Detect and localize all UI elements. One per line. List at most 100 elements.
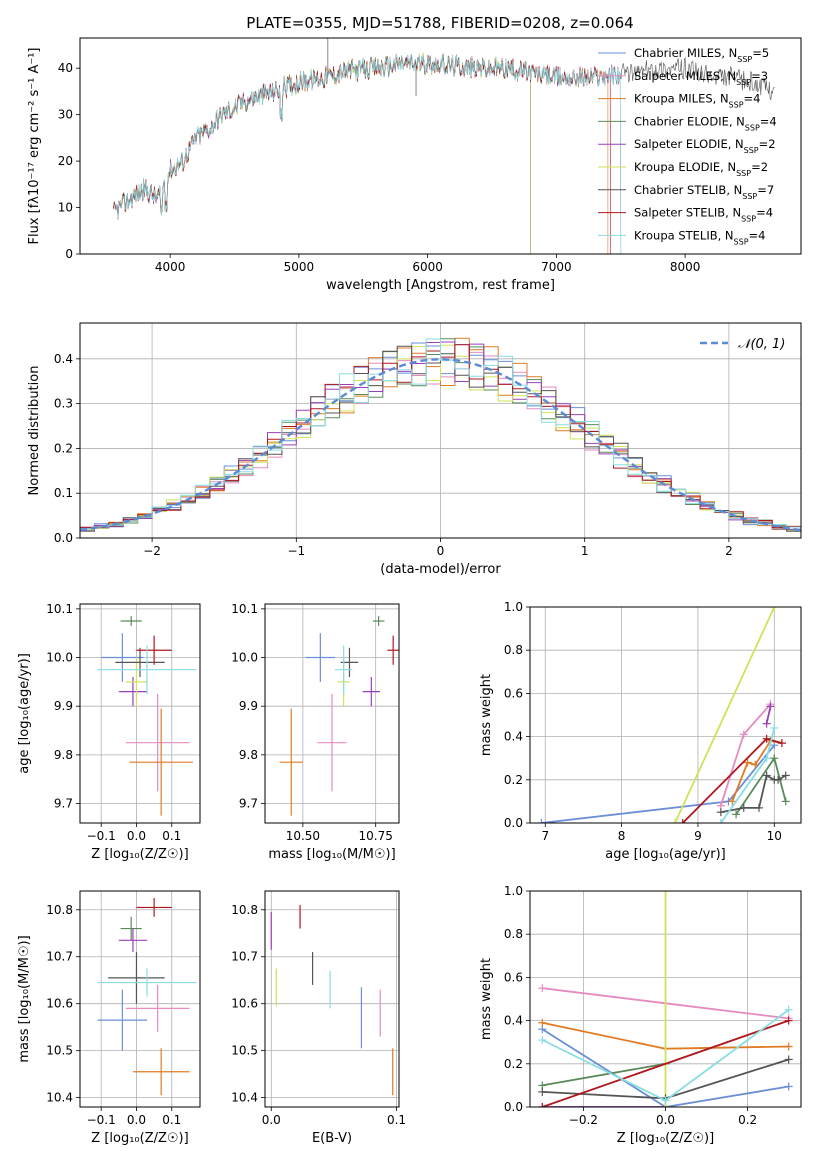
weight-vs-Z-xtick-label: 0.2 xyxy=(738,1113,757,1127)
spectrum-legend-label: Chabrier STELIB, NSSP=7 xyxy=(634,183,774,201)
mass-vs-ebv-ytick-label: 10.5 xyxy=(231,1044,258,1058)
spectrum-ytick-label: 0 xyxy=(65,247,73,261)
spectrum-ytick-label: 40 xyxy=(58,61,73,75)
age-vs-Z-ytick-label: 9.7 xyxy=(54,797,73,811)
legend-subscript: SSP xyxy=(736,77,751,86)
spectrum-series-kroupa-miles xyxy=(113,54,609,254)
spectrum-legend-label: Salpeter STELIB, NSSP=4 xyxy=(634,206,773,224)
age-vs-mass-point xyxy=(279,708,303,816)
weight-vs-age-frame xyxy=(529,606,802,824)
legend-nssp: =4 xyxy=(760,114,777,128)
age-vs-Z-panel: −0.1 0.0 0.1 9.7 9.8 9.9 10.0 10.1 Z [log₁₀(Z/Z☉… xyxy=(17,602,201,862)
weight-vs-age-xtick-label: 9 xyxy=(694,829,702,843)
age-vs-Z-xlabel: Z [log₁₀(Z/Z☉)] xyxy=(91,847,188,862)
mass-vs-Z-xtick-label: 0.1 xyxy=(162,1113,181,1127)
legend-subscript: SSP xyxy=(744,146,759,155)
age-vs-Z-frame xyxy=(79,603,201,824)
weight-vs-Z-frame xyxy=(529,890,802,1108)
mass-vs-Z-xlabel: Z [log₁₀(Z/Z☉)] xyxy=(91,1131,188,1146)
weight-vs-age-xlabel: age [log₁₀(age/yr)] xyxy=(605,847,726,862)
legend-nssp: =7 xyxy=(757,183,774,197)
spectrum-xtick-label: 5000 xyxy=(284,260,315,274)
spectrum-series-kroupa-elodie xyxy=(113,52,531,254)
histogram-kroupa-stelib xyxy=(80,338,801,530)
legend-subscript: SSP xyxy=(734,237,749,246)
age-vs-mass-point xyxy=(317,694,347,792)
age-vs-Z-xtick-label: 0.0 xyxy=(127,829,146,843)
residuals-xtick-label: −2 xyxy=(143,544,161,558)
mass-vs-Z-frame xyxy=(79,890,201,1108)
age-vs-mass-point xyxy=(362,677,381,707)
mass-vs-ebv-xtick-label: 0.1 xyxy=(387,1113,406,1127)
mass-vs-ebv-ytick-label: 10.6 xyxy=(231,997,258,1011)
age-vs-Z-point xyxy=(101,633,144,682)
mass-vs-Z-panel: −0.1 0.0 0.1 10.4 10.5 10.6 10.7 10.8 Z [log₁₀(Z… xyxy=(17,890,201,1146)
mass-vs-ebv-xtick-label: 0.0 xyxy=(262,1113,281,1127)
weight-vs-Z-xtick-label: 0.0 xyxy=(656,1113,675,1127)
age-vs-Z-ytick-label: 9.9 xyxy=(54,699,73,713)
legend-subscript: SSP xyxy=(745,123,760,132)
mass-vs-Z-xtick-label: −0.1 xyxy=(87,1113,116,1127)
weight-vs-age-xtick-label: 7 xyxy=(541,829,549,843)
weight-vs-Z-ylabel: mass weight xyxy=(479,958,494,1040)
mass-vs-Z-point xyxy=(120,916,142,941)
weight-vs-age-line-chabrier-stelib xyxy=(720,774,787,814)
spectrum-legend-label: Chabrier MILES, NSSP=5 xyxy=(634,46,769,64)
spectrum-legend-label: Salpeter MILES, NSSP=3 xyxy=(634,69,768,87)
mass-vs-ebv-ytick-label: 10.8 xyxy=(231,903,258,917)
legend-subscript: SSP xyxy=(729,100,744,109)
mass-vs-Z-point xyxy=(125,984,190,1032)
legend-subscript: SSP xyxy=(741,214,756,223)
spectrum-xtick-label: 6000 xyxy=(412,260,443,274)
spectrum-ytick-label: 10 xyxy=(58,201,73,215)
mass-vs-ebv-ytick-label: 10.7 xyxy=(231,950,258,964)
mass-vs-Z-ytick-label: 10.8 xyxy=(46,903,73,917)
mass-vs-ebv-xlabel: E(B-V) xyxy=(312,1131,352,1146)
legend-nssp: =4 xyxy=(744,92,761,106)
mass-vs-Z-point xyxy=(108,952,165,1004)
legend-nssp: =2 xyxy=(751,160,768,174)
age-vs-Z-point xyxy=(125,694,190,792)
age-vs-Z-point xyxy=(115,647,165,677)
age-vs-Z-ytick-label: 10.0 xyxy=(46,651,73,665)
age-vs-mass-xtick-label: 10.50 xyxy=(286,829,320,843)
residuals-xtick-label: 1 xyxy=(581,544,589,558)
weight-vs-Z-ytick-label: 0.4 xyxy=(504,1014,523,1028)
residuals-xtick-label: −1 xyxy=(287,544,305,558)
age-vs-mass-plot-area xyxy=(279,616,399,816)
age-vs-Z-ytick-label: 9.8 xyxy=(54,748,73,762)
spectrum-xtick-label: 8000 xyxy=(670,260,701,274)
age-vs-Z-xtick-label: 0.1 xyxy=(162,829,181,843)
age-vs-mass-panel: 10.50 10.75 9.7 9.8 9.9 10.0 10.1 mass [log₁₀(M… xyxy=(231,602,400,862)
weight-vs-age-plot-area xyxy=(537,607,790,823)
weight-vs-Z-line-chabrier-elodie xyxy=(542,1062,666,1087)
age-vs-Z-point xyxy=(136,635,172,665)
weight-vs-age-ylabel: mass weight xyxy=(479,674,494,756)
residuals-xlabel: (data-model)/error xyxy=(380,562,501,577)
residuals-ytick-label: 0.0 xyxy=(54,531,73,545)
weight-vs-Z-ytick-label: 0.8 xyxy=(504,927,523,941)
weight-vs-age-panel: 7 8 9 10 0.0 0.2 0.4 0.6 0.8 1.0 age [log₁₀(age/yr… xyxy=(479,600,802,862)
age-vs-mass-ytick-label: 10.0 xyxy=(231,651,258,665)
spectrum-series-kroupa-stelib xyxy=(113,53,622,254)
weight-vs-Z-panel: −0.2 0.0 0.2 0.0 0.2 0.4 0.6 0.8 1.0 Z [log₁₀(Z/Z… xyxy=(479,884,802,1146)
mass-vs-ebv-ytick-label: 10.4 xyxy=(231,1091,258,1105)
weight-vs-Z-ytick-label: 0.6 xyxy=(504,970,523,984)
spectrum-plot-area xyxy=(113,38,775,254)
age-vs-Z-point xyxy=(125,657,148,707)
spectrum-xtick-label: 7000 xyxy=(541,260,572,274)
mass-vs-Z-ytick-label: 10.4 xyxy=(46,1091,73,1105)
residuals-ytick-label: 0.4 xyxy=(54,352,73,366)
age-vs-mass-point xyxy=(334,645,353,695)
spectrum-ylabel: Flux [fλ10⁻¹⁷ erg cm⁻² s⁻¹ A⁻¹] xyxy=(27,48,42,245)
weight-vs-age-line-salpeter-elodie xyxy=(765,706,772,724)
weight-vs-Z-xtick-label: −0.2 xyxy=(569,1113,598,1127)
residuals-xtick-label: 2 xyxy=(725,544,733,558)
residuals-ylabel: Normed distribution xyxy=(27,366,42,496)
weight-vs-age-ytick-label: 0.0 xyxy=(504,816,523,830)
weight-vs-age-ytick-label: 0.4 xyxy=(504,730,523,744)
age-vs-mass-point xyxy=(305,633,335,682)
mass-vs-Z-point xyxy=(97,989,148,1051)
legend-nssp: =3 xyxy=(751,69,768,83)
